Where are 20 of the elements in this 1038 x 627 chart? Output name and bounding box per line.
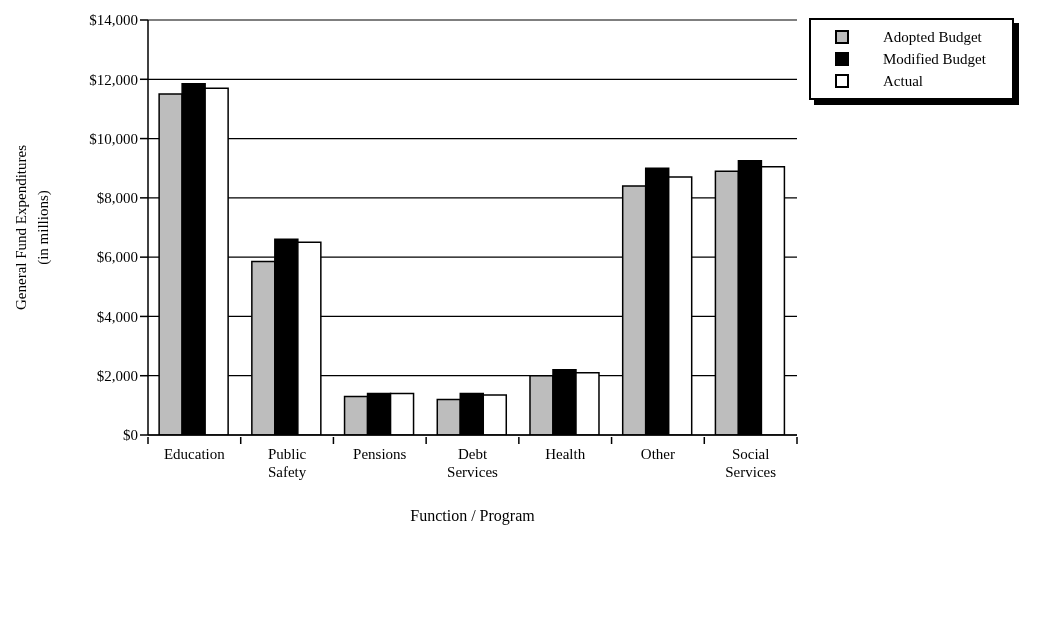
y-tick-label: $6,000 (96, 249, 138, 266)
legend-label: Adopted Budget (883, 28, 982, 46)
x-tick-label: Social Services (725, 446, 777, 480)
x-tick-label: Public Safety (267, 446, 307, 480)
y-axis-title: General Fund Expenditures (in millions) (13, 144, 52, 310)
y-tick-label: $4,000 (96, 308, 138, 325)
x-tick-label: Pensions (353, 446, 407, 462)
y-tick-label: $2,000 (96, 368, 138, 385)
x-tick-label: Other (640, 446, 676, 462)
x-tick-label: Education (163, 446, 226, 462)
x-axis-title: Function / Program (410, 507, 536, 525)
x-tick-label: Health (545, 446, 586, 462)
legend-label: Modified Budget (883, 50, 986, 68)
y-tick-label: $14,000 (89, 12, 138, 29)
y-tick-label: $10,000 (89, 130, 138, 147)
y-tick-label: $0 (123, 427, 138, 444)
x-tick-label: Debt Services (447, 446, 499, 480)
y-tick-label: $12,000 (89, 71, 138, 88)
legend-label: Actual (883, 72, 923, 90)
y-tick-label: $8,000 (96, 190, 138, 207)
